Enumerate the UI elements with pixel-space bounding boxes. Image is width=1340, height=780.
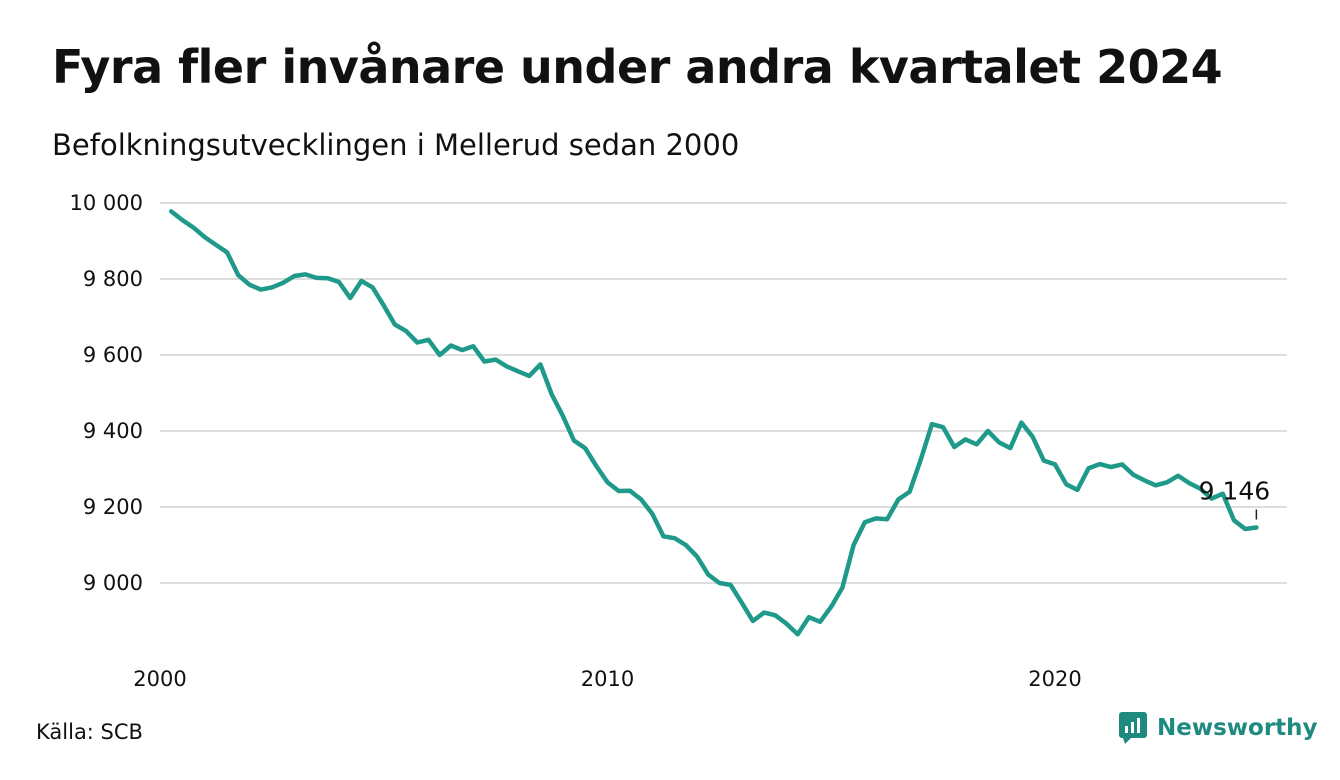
- brand: Newsworthy: [1119, 712, 1318, 744]
- y-tick-label: 9 800: [83, 267, 143, 291]
- gridlines: [160, 202, 1287, 584]
- y-tick-label: 9 400: [83, 419, 143, 443]
- y-tick-label: 9 600: [83, 343, 143, 367]
- y-axis-tick-labels: 10 000 9 800 9 600 9 400 9 200 9 000: [70, 191, 143, 595]
- y-tick-label: 9 000: [83, 571, 143, 595]
- x-tick-label: 2020: [1028, 667, 1081, 691]
- series-line: [168, 209, 1259, 637]
- annotation-layer: 9 146: [1199, 477, 1271, 520]
- x-tick-label: 2000: [133, 667, 186, 691]
- x-axis-tick-labels: 2000 2010 2020: [133, 667, 1081, 691]
- series-layer: [168, 209, 1259, 637]
- chart-title: Fyra fler invånare under andra kvartalet…: [52, 40, 1223, 94]
- newsworthy-logo-icon: [1119, 712, 1147, 744]
- chart-subtitle: Befolkningsutvecklingen i Mellerud sedan…: [52, 128, 740, 162]
- y-tick-label: 10 000: [70, 191, 143, 215]
- brand-name: Newsworthy: [1157, 715, 1318, 741]
- annotation-label: 9 146: [1199, 477, 1271, 506]
- y-tick-label: 9 200: [83, 495, 143, 519]
- source-label: Källa: SCB: [36, 720, 143, 744]
- x-tick-label: 2010: [581, 667, 634, 691]
